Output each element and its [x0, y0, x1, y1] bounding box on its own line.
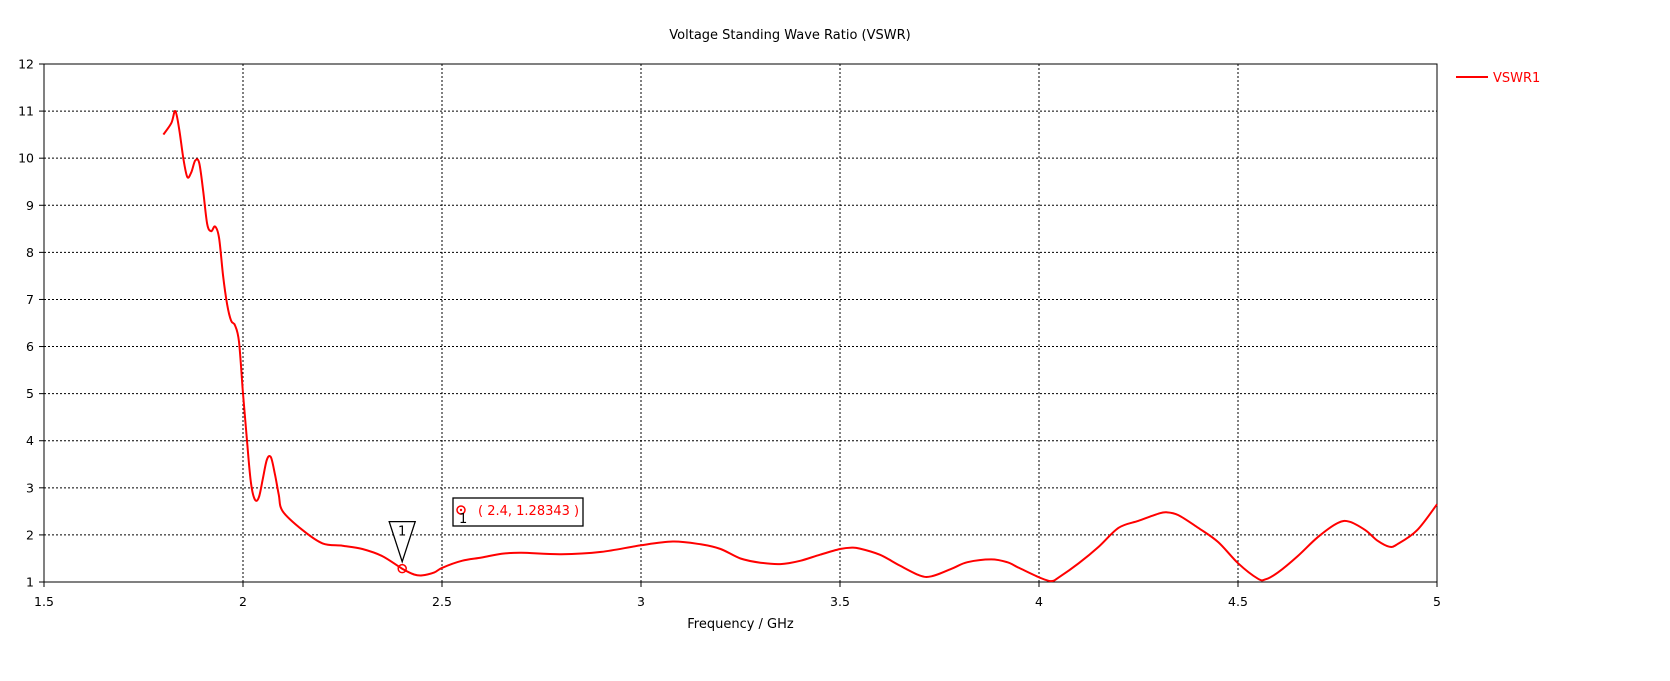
y-tick-label: 8 — [26, 245, 34, 260]
chart-title: Voltage Standing Wave Ratio (VSWR) — [669, 28, 910, 43]
y-tick-label: 3 — [26, 480, 34, 495]
marker-readout-id: 1 — [459, 512, 467, 527]
x-tick-label: 5 — [1433, 594, 1441, 609]
marker-readout-icon-dot — [459, 508, 463, 512]
y-tick-label: 12 — [18, 57, 34, 72]
x-tick-label: 4.5 — [1228, 594, 1248, 609]
grid-lines — [44, 64, 1437, 582]
marker-flag-icon[interactable] — [388, 521, 417, 564]
y-tick-label: 6 — [26, 339, 34, 354]
x-axis-label: Frequency / GHz — [687, 617, 794, 632]
marker-readout-icon — [456, 505, 466, 515]
y-tick-label: 5 — [26, 386, 34, 401]
series-line-vswr1 — [162, 110, 1438, 583]
plot-frame — [43, 63, 1438, 583]
x-tick-label: 4 — [1035, 594, 1043, 609]
marker-readout-box — [452, 497, 584, 527]
y-tick-label: 1 — [26, 575, 34, 590]
x-tick-label: 1.5 — [34, 594, 54, 609]
x-tick-label: 3 — [637, 594, 645, 609]
y-tick-label: 11 — [18, 104, 34, 119]
y-tick-label: 7 — [26, 292, 34, 307]
marker-flag-id: 1 — [398, 525, 406, 540]
marker-point[interactable] — [397, 563, 407, 574]
y-tick-label: 4 — [26, 433, 34, 448]
x-tick-label: 2.5 — [432, 594, 452, 609]
marker-readout[interactable]: 1 ( 2.4, 1.28343 ) — [452, 497, 584, 527]
marker-1[interactable]: 1 — [388, 521, 417, 574]
x-tick-label: 3.5 — [830, 594, 850, 609]
y-tick-label: 9 — [26, 198, 34, 213]
legend[interactable]: VSWR1 — [1456, 71, 1540, 86]
x-tick-labels: 1.5 2 2.5 3 3.5 4 4.5 5 — [34, 594, 1441, 609]
y-tick-label: 10 — [18, 151, 34, 166]
marker-readout-value: ( 2.4, 1.28343 ) — [478, 504, 579, 519]
axis-ticks — [39, 63, 1438, 587]
legend-label-vswr1: VSWR1 — [1493, 71, 1540, 86]
y-tick-label: 2 — [26, 527, 34, 542]
x-tick-label: 2 — [239, 594, 247, 609]
